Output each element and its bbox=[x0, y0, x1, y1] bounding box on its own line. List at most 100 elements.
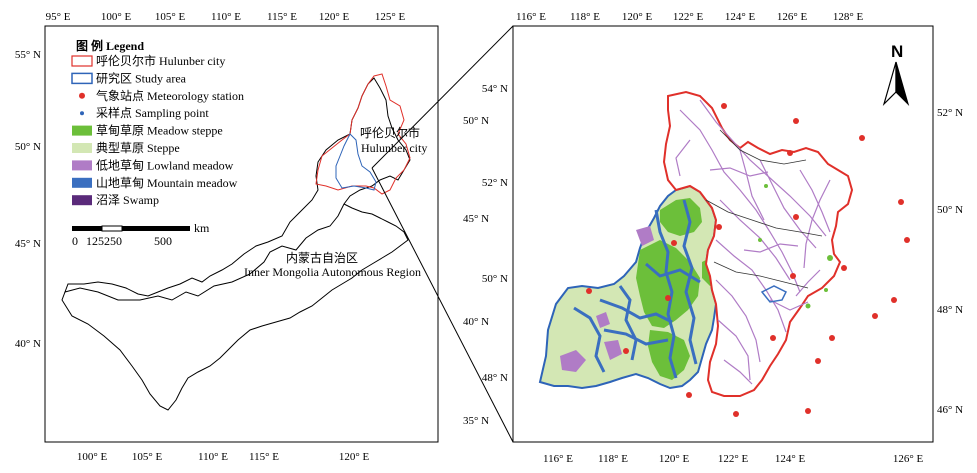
scale-bar-seg bbox=[122, 226, 190, 231]
scale-bar-seg bbox=[101, 225, 123, 232]
meteorology-stations bbox=[586, 103, 910, 417]
station-point bbox=[623, 348, 629, 354]
tick-label-right: 35° N bbox=[463, 415, 489, 427]
right-detail-map: N 116° E 118° E 120° E 122° E 124° E 126° E 12… bbox=[482, 11, 963, 465]
legend-swatch-meadow-steppe bbox=[72, 125, 92, 136]
hulunber-label-en: Hulunber city bbox=[361, 141, 427, 155]
station-point bbox=[898, 199, 904, 205]
meadow-steppe-specks-east bbox=[758, 184, 833, 309]
station-point bbox=[665, 295, 671, 301]
inner-mongolia-south-edge bbox=[61, 203, 409, 411]
station-point bbox=[805, 408, 811, 414]
station-point bbox=[815, 358, 821, 364]
tick-label-top: 118° E bbox=[570, 11, 600, 23]
station-point bbox=[721, 103, 727, 109]
imar-label-cn: 内蒙古自治区 bbox=[286, 250, 358, 265]
tick-label-right: 45° N bbox=[463, 213, 489, 225]
tick-label-left: 55° N bbox=[15, 49, 41, 61]
tick-label-left: 50° N bbox=[482, 273, 508, 285]
tick-label-bottom: 120° E bbox=[659, 453, 690, 465]
tick-label-top: 128° E bbox=[833, 11, 864, 23]
tick-label-bottom: 110° E bbox=[198, 451, 228, 463]
left-overview-map: 呼伦贝尔市 Hulunber city 内蒙古自治区 Inner Mongoli… bbox=[15, 11, 514, 463]
station-point bbox=[859, 135, 865, 141]
imar-label-en: Inner Mongolia Autonomous Region bbox=[244, 265, 421, 279]
station-point bbox=[793, 214, 799, 220]
station-point bbox=[790, 273, 796, 279]
inner-mongolia-outline bbox=[64, 77, 411, 301]
tick-label-top: 122° E bbox=[673, 11, 704, 23]
lake-east bbox=[760, 285, 788, 303]
scale-label: 125 bbox=[86, 234, 104, 248]
tick-label-top: 116° E bbox=[516, 11, 546, 23]
tick-label-bottom: 116° E bbox=[543, 453, 573, 465]
legend-item-label: 低地草甸 Lowland meadow bbox=[96, 158, 234, 172]
tick-label-bottom: 118° E bbox=[598, 453, 628, 465]
legend-swatch-lowland-meadow bbox=[72, 160, 92, 171]
scale-label: 500 bbox=[154, 234, 172, 248]
legend-item-label: 研究区 Study area bbox=[96, 70, 187, 85]
north-arrow-label: N bbox=[891, 42, 903, 61]
legend-item-label: 气象站点 Meteorology station bbox=[96, 88, 244, 103]
legend-item-label: 山地草甸 Mountain meadow bbox=[96, 176, 238, 190]
station-point bbox=[586, 288, 592, 294]
tick-label-top: 95° E bbox=[46, 11, 71, 23]
station-point bbox=[671, 240, 677, 246]
tick-label-left: 54° N bbox=[482, 83, 508, 95]
tick-label-left: 48° N bbox=[482, 372, 508, 384]
legend-swatch-mountain-meadow bbox=[72, 177, 92, 188]
tick-label-right: 48° N bbox=[937, 304, 963, 316]
scale-label: 250 bbox=[104, 234, 122, 248]
tick-label-top: 105° E bbox=[155, 11, 186, 23]
tick-label-right: 46° N bbox=[937, 404, 963, 416]
tick-label-left: 50° N bbox=[15, 141, 41, 153]
legend-swatch-swamp bbox=[72, 195, 92, 206]
tick-label-bottom: 120° E bbox=[339, 451, 370, 463]
station-point bbox=[716, 224, 722, 230]
legend-item-label: 采样点 Sampling point bbox=[96, 105, 209, 120]
tick-label-top: 120° E bbox=[319, 11, 350, 23]
legend-title: 图 例 Legend bbox=[76, 38, 144, 53]
legend-item-label: 草甸草原 Meadow steppe bbox=[96, 124, 223, 138]
study-area-outline bbox=[335, 133, 377, 191]
tick-label-left: 45° N bbox=[15, 238, 41, 250]
hulunber-east-area bbox=[662, 90, 854, 397]
tick-label-right: 52° N bbox=[937, 107, 963, 119]
right-map-ticks: 116° E 118° E 120° E 122° E 124° E 126° E 128°… bbox=[482, 11, 963, 465]
tick-label-bottom: 100° E bbox=[77, 451, 108, 463]
legend-swatch-hulunber bbox=[71, 55, 93, 67]
legend-swatch-study-area bbox=[71, 72, 93, 85]
left-map-frame bbox=[44, 25, 439, 443]
station-point bbox=[872, 313, 878, 319]
station-point bbox=[891, 297, 897, 303]
tick-label-left: 52° N bbox=[482, 177, 508, 189]
station-point bbox=[793, 118, 799, 124]
tick-label-top: 126° E bbox=[777, 11, 808, 23]
scale-unit: km bbox=[194, 221, 210, 235]
tick-label-left: 40° N bbox=[15, 338, 41, 350]
station-point bbox=[733, 411, 739, 417]
tick-label-bottom: 105° E bbox=[132, 451, 163, 463]
tick-label-top: 110° E bbox=[211, 11, 241, 23]
station-point bbox=[904, 237, 910, 243]
tick-label-bottom: 126° E bbox=[893, 453, 924, 465]
tick-label-right: 50° N bbox=[937, 204, 963, 216]
station-point bbox=[770, 335, 776, 341]
tick-label-bottom: 122° E bbox=[718, 453, 749, 465]
tick-label-top: 115° E bbox=[267, 11, 297, 23]
station-point bbox=[686, 392, 692, 398]
mountain-meadow-patches bbox=[573, 199, 701, 379]
station-point bbox=[787, 150, 793, 156]
connector-line-bottom bbox=[371, 167, 514, 443]
tick-label-bottom: 115° E bbox=[249, 451, 279, 463]
legend-item-label: 典型草原 Steppe bbox=[96, 141, 180, 155]
station-point bbox=[829, 335, 835, 341]
lowland-meadow-patches-west bbox=[560, 226, 654, 372]
left-map-ticks: 95° E 100° E 105° E 110° E 115° E 120° E 125° … bbox=[15, 11, 489, 463]
tick-label-top: 124° E bbox=[725, 11, 756, 23]
tick-label-bottom: 124° E bbox=[775, 453, 806, 465]
scale-bar-seg bbox=[72, 226, 102, 231]
legend-swatch-sampling bbox=[80, 111, 84, 116]
